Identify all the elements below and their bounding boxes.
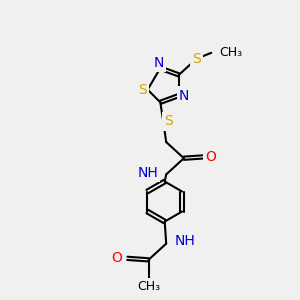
Text: O: O — [205, 150, 216, 164]
Text: S: S — [192, 52, 201, 66]
Text: N: N — [154, 56, 164, 70]
Text: CH₃: CH₃ — [220, 46, 243, 59]
Text: S: S — [164, 114, 173, 128]
Text: CH₃: CH₃ — [137, 280, 160, 293]
Text: S: S — [138, 82, 147, 97]
Text: NH: NH — [174, 234, 195, 248]
Text: O: O — [111, 251, 122, 266]
Text: N: N — [179, 88, 189, 103]
Text: NH: NH — [137, 166, 158, 180]
